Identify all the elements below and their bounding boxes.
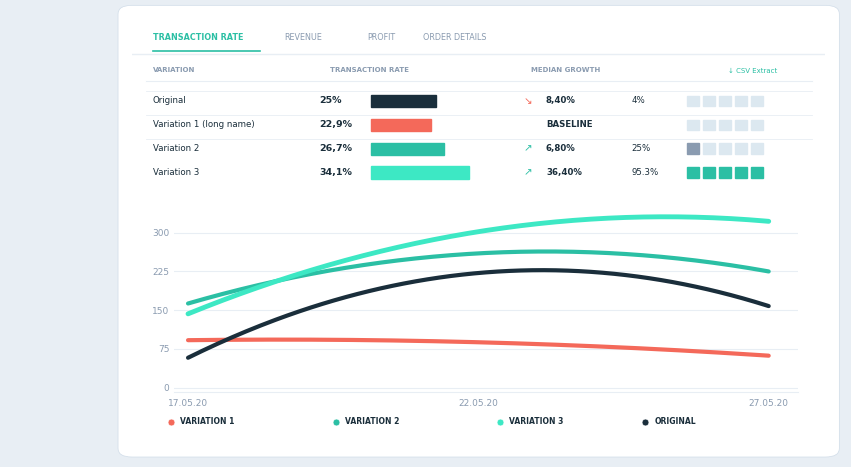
Bar <box>718 96 731 106</box>
Text: BASELINE: BASELINE <box>546 120 592 129</box>
Text: 8,40%: 8,40% <box>546 96 576 106</box>
Bar <box>734 96 747 106</box>
Bar <box>371 166 469 178</box>
Bar <box>687 167 700 178</box>
Text: Original: Original <box>152 96 186 106</box>
Bar <box>718 167 731 178</box>
Bar <box>371 119 431 131</box>
Text: 36,40%: 36,40% <box>546 168 582 177</box>
Bar <box>371 142 443 155</box>
Text: MEDIAN GROWTH: MEDIAN GROWTH <box>531 67 600 73</box>
Text: 26,7%: 26,7% <box>319 144 352 153</box>
Text: ORIGINAL: ORIGINAL <box>654 417 696 426</box>
Text: 25%: 25% <box>631 144 650 153</box>
Bar <box>734 167 747 178</box>
Text: Variation 1 (long name): Variation 1 (long name) <box>152 120 254 129</box>
Text: ↗: ↗ <box>523 144 533 154</box>
Bar <box>734 143 747 154</box>
Text: VARIATION 2: VARIATION 2 <box>345 417 399 426</box>
Bar <box>687 120 700 130</box>
Bar <box>751 120 763 130</box>
Text: Variation 2: Variation 2 <box>152 144 199 153</box>
Bar <box>371 95 436 107</box>
Bar <box>703 96 715 106</box>
Bar <box>703 120 715 130</box>
Text: 95.3%: 95.3% <box>631 168 659 177</box>
Bar <box>718 143 731 154</box>
Text: VARIATION 1: VARIATION 1 <box>180 417 234 426</box>
Text: 22,9%: 22,9% <box>319 120 352 129</box>
Bar <box>718 120 731 130</box>
Bar <box>703 167 715 178</box>
Text: REVENUE: REVENUE <box>284 34 323 42</box>
Text: 25%: 25% <box>319 96 341 106</box>
Text: 4%: 4% <box>631 96 645 106</box>
Bar <box>703 143 715 154</box>
Text: ORDER DETAILS: ORDER DETAILS <box>423 34 487 42</box>
Text: VARIATION 3: VARIATION 3 <box>510 417 564 426</box>
Bar <box>734 120 747 130</box>
Bar <box>751 143 763 154</box>
Bar <box>687 143 700 154</box>
Bar <box>687 96 700 106</box>
FancyBboxPatch shape <box>118 5 839 457</box>
Bar <box>751 96 763 106</box>
Text: PROFIT: PROFIT <box>368 34 396 42</box>
Text: TRANSACTION RATE: TRANSACTION RATE <box>329 67 408 73</box>
Text: VARIATION: VARIATION <box>152 67 195 73</box>
Text: 6,80%: 6,80% <box>546 144 576 153</box>
Text: 34,1%: 34,1% <box>319 168 352 177</box>
Bar <box>751 167 763 178</box>
Text: Variation 3: Variation 3 <box>152 168 199 177</box>
Text: ↓ CSV Extract: ↓ CSV Extract <box>728 67 778 73</box>
Text: ↘: ↘ <box>523 96 533 106</box>
Text: ↗: ↗ <box>523 168 533 177</box>
Text: TRANSACTION RATE: TRANSACTION RATE <box>152 34 243 42</box>
